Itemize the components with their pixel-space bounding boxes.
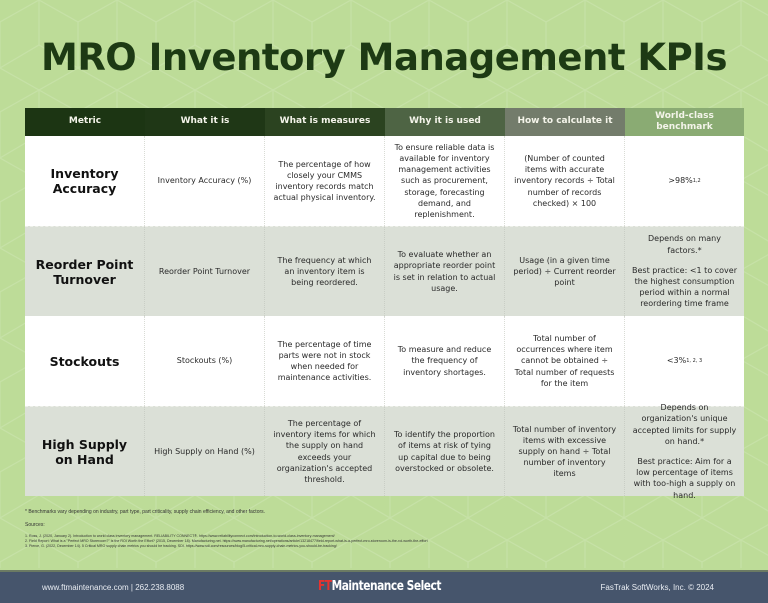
logo-text: Maintenance Select: [331, 579, 442, 594]
why-used-cell: To evaluate whether an appropriate reord…: [385, 226, 505, 316]
sources-list: 1. Ross, J. (2020, January 2). Introduct…: [25, 534, 745, 549]
why-used-cell: To ensure reliable data is available for…: [385, 136, 505, 226]
what-it-measures-cell: The percentage of time parts were not in…: [265, 316, 385, 406]
what-it-measures-cell: The percentage of inventory items for wh…: [265, 406, 385, 496]
what-it-is-cell: Inventory Accuracy (%): [145, 136, 265, 226]
column-header-metric: Metric: [25, 108, 145, 136]
how-to-calculate-cell: Total number of inventory items with exc…: [505, 406, 625, 496]
source-item: 2. Field Report: What is a "Perfect MRO …: [25, 539, 428, 544]
logo-ft-mark: FT: [318, 579, 332, 594]
kpi-table: Metric What it is What is measures Why i…: [25, 108, 744, 500]
benchmark-footnote: * Benchmarks vary depending on industry,…: [25, 509, 266, 515]
what-it-is-cell: Stockouts (%): [145, 316, 265, 406]
benchmark-citation: 1,2: [692, 177, 701, 184]
benchmark-cell: Depends on many factors.* Best practice:…: [625, 226, 744, 316]
how-to-calculate-cell: Usage (in a given time period) ÷ Current…: [505, 226, 625, 316]
notes-section: * Benchmarks vary depending on industry,…: [25, 509, 745, 549]
how-to-calculate-cell: (Number of counted items with accurate i…: [505, 136, 625, 226]
what-it-measures-cell: The percentage of how closely your CMMS …: [265, 136, 385, 226]
column-header-what-it-measures: What is measures: [265, 108, 385, 136]
benchmark-cell: <3% 1, 2, 3: [625, 316, 744, 406]
what-it-is-cell: High Supply on Hand (%): [145, 406, 265, 496]
column-header-how-to-calculate: How to calculate it: [505, 108, 625, 136]
column-header-why-used: Why it is used: [385, 108, 505, 136]
benchmark-citation: 1, 2, 3: [686, 357, 703, 364]
metric-name: High Supply on Hand: [25, 406, 145, 496]
copyright: FasTrak SoftWorks, Inc. © 2024: [600, 583, 715, 592]
benchmark-value: Depends on many factors.*: [648, 234, 721, 255]
source-item: 1. Ross, J. (2020, January 2). Introduct…: [25, 534, 335, 538]
brand-logo: FTMaintenance Select: [318, 579, 441, 594]
benchmark-value: Depends on organization's unique accepte…: [632, 403, 737, 446]
column-header-benchmark: World-class benchmark: [625, 108, 744, 136]
benchmark-cell: Depends on organization's unique accepte…: [625, 403, 744, 500]
how-to-calculate-cell: Total number of occurrences where item c…: [505, 316, 625, 406]
metric-name: Inventory Accuracy: [25, 136, 145, 226]
benchmark-value: >98%: [668, 176, 693, 186]
source-item: 3. Pierce, G. (2022, December 14). 5 Cri…: [25, 544, 337, 549]
what-it-measures-cell: The frequency at which an inventory item…: [265, 226, 385, 316]
why-used-cell: To measure and reduce the frequency of i…: [385, 316, 505, 406]
page-title: MRO Inventory Management KPIs: [41, 36, 727, 79]
footer-bar: www.ftmaintenance.com | 262.238.8088 FTM…: [0, 570, 768, 603]
benchmark-best-practice: Best practice: <1 to cover the highest c…: [632, 265, 737, 309]
benchmark-value: <3%: [666, 356, 687, 366]
why-used-cell: To identify the proportion of items at r…: [385, 406, 505, 496]
benchmark-cell: >98% 1,2: [625, 136, 744, 226]
metric-name: Stockouts: [25, 316, 145, 406]
what-it-is-cell: Reorder Point Turnover: [145, 226, 265, 316]
sources-label: Sources:: [25, 522, 45, 528]
metric-name: Reorder Point Turnover: [25, 226, 145, 316]
benchmark-best-practice: Best practice: Aim for a low percentage …: [633, 457, 736, 500]
contact-info[interactable]: www.ftmaintenance.com | 262.238.8088: [42, 583, 185, 592]
column-header-what-it-is: What it is: [145, 108, 265, 136]
